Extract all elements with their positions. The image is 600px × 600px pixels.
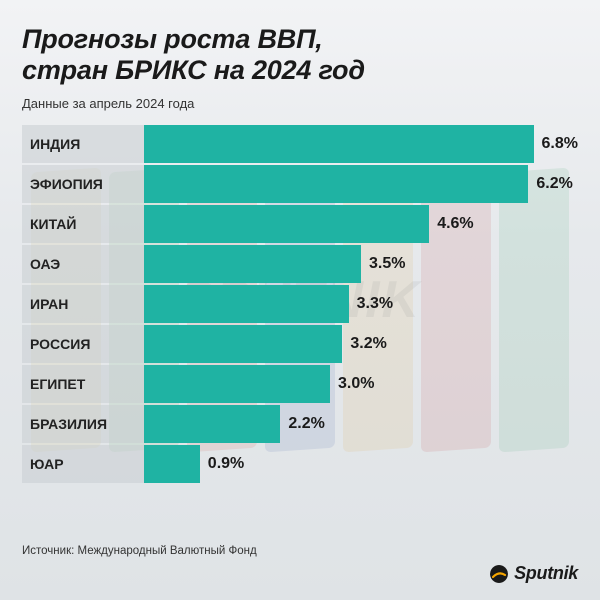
chart-row: ЭФИОПИЯ 6.2% [22, 165, 578, 203]
bar [144, 405, 280, 443]
bar [144, 165, 528, 203]
chart-row: ЕГИПЕТ 3.0% [22, 365, 578, 403]
chart-title: Прогнозы роста ВВП, стран БРИКС на 2024 … [22, 24, 578, 86]
bar-value: 6.8% [542, 135, 578, 153]
bar [144, 205, 429, 243]
bar [144, 365, 330, 403]
bar-cell: 3.5% [144, 245, 578, 283]
chart-row: ИНДИЯ 6.8% [22, 125, 578, 163]
bar [144, 245, 361, 283]
country-label: ЕГИПЕТ [22, 365, 144, 403]
bar-chart: ИНДИЯ 6.8% ЭФИОПИЯ 6.2% КИТАЙ 4.6% ОАЭ 3.5% ИРАН… [22, 125, 578, 535]
chart-row: БРАЗИЛИЯ 2.2% [22, 405, 578, 443]
bar-value: 6.2% [536, 175, 572, 193]
bar-cell: 0.9% [144, 445, 578, 483]
chart-row: РОССИЯ 3.2% [22, 325, 578, 363]
country-label: ОАЭ [22, 245, 144, 283]
country-label: БРАЗИЛИЯ [22, 405, 144, 443]
country-label: ЭФИОПИЯ [22, 165, 144, 203]
bar-value: 3.3% [357, 295, 393, 313]
chart-row: ИРАН 3.3% [22, 285, 578, 323]
country-label: ИРАН [22, 285, 144, 323]
bar-value: 4.6% [437, 215, 473, 233]
bar [144, 445, 200, 483]
bar [144, 285, 349, 323]
brand-name: Sputnik [514, 563, 578, 584]
footer: Sputnik [22, 563, 578, 584]
chart-row: ОАЭ 3.5% [22, 245, 578, 283]
sputnik-logo-icon [490, 565, 508, 583]
chart-row: ЮАР 0.9% [22, 445, 578, 483]
bar-cell: 6.2% [144, 165, 578, 203]
chart-subtitle: Данные за апрель 2024 года [22, 96, 578, 111]
bar-cell: 3.2% [144, 325, 578, 363]
source-label: Источник: Международный Валютный Фонд [22, 545, 578, 557]
chart-row: КИТАЙ 4.6% [22, 205, 578, 243]
bar-value: 3.0% [338, 375, 374, 393]
title-line-1: Прогнозы роста ВВП, [22, 24, 323, 54]
bar-value: 3.2% [350, 335, 386, 353]
country-label: ИНДИЯ [22, 125, 144, 163]
bar-cell: 3.0% [144, 365, 578, 403]
bar-value: 0.9% [208, 455, 244, 473]
infographic-container: SPUTNIK Прогнозы роста ВВП, стран БРИКС … [0, 0, 600, 600]
bar-value: 2.2% [288, 415, 324, 433]
country-label: ЮАР [22, 445, 144, 483]
bar-cell: 2.2% [144, 405, 578, 443]
title-line-2: стран БРИКС на 2024 год [22, 55, 365, 85]
bar-cell: 3.3% [144, 285, 578, 323]
bar [144, 125, 534, 163]
country-label: РОССИЯ [22, 325, 144, 363]
bar-value: 3.5% [369, 255, 405, 273]
bar-cell: 4.6% [144, 205, 578, 243]
bar [144, 325, 342, 363]
country-label: КИТАЙ [22, 205, 144, 243]
bar-cell: 6.8% [144, 125, 578, 163]
